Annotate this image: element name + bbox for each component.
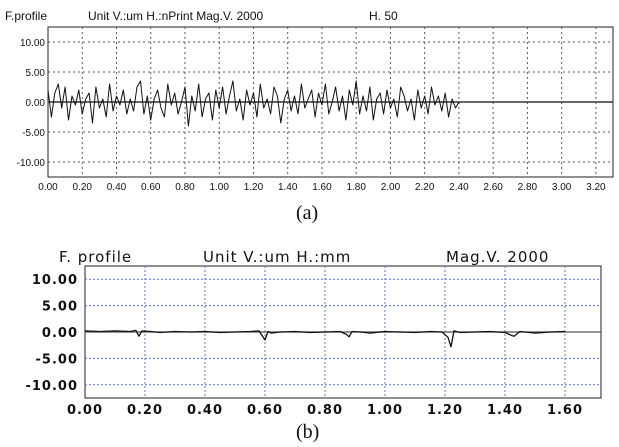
x-tick-label: 0.00: [38, 182, 58, 193]
x-tick-label: 1.60: [312, 182, 332, 193]
x-tick-label: 0.60: [247, 403, 283, 418]
x-tick-label: 1.00: [209, 182, 229, 193]
x-tick-label: 0.40: [107, 182, 127, 193]
y-tick-label: 10.00: [32, 273, 78, 288]
x-tick-label: 2.00: [381, 182, 401, 193]
x-tick-label: 1.20: [244, 182, 264, 193]
y-tick-label: 5.00: [26, 68, 46, 79]
panel-a-plot: 0.00 0.20 0.40 0.60 0.80 1.00 1.20 1.40 1.60 1.80…: [17, 26, 614, 193]
x-tick-label: 1.40: [278, 182, 298, 193]
panel-a-header-title: F.profile: [5, 9, 47, 23]
x-tick-label: 2.80: [518, 182, 538, 193]
panel-a-header-h: H. 50: [369, 9, 398, 23]
profile-line: [84, 329, 566, 348]
x-tick-label: 0.20: [127, 403, 163, 418]
panel-b-header-units: Unit V.:um H.:mm: [203, 248, 351, 266]
x-tick-label: 0.00: [67, 403, 103, 418]
y-tick-label: -10.00: [25, 379, 78, 394]
x-tick-label: 1.60: [547, 403, 583, 418]
y-tick-label: 5.00: [42, 300, 78, 315]
profile-line: [47, 80, 460, 127]
x-tick-label: 1.80: [346, 182, 366, 193]
y-tick-label: 10.00: [20, 38, 45, 49]
y-tick-label: 0.00: [42, 326, 78, 341]
x-tick-label: 1.00: [367, 403, 403, 418]
x-tick-label: 2.60: [483, 182, 503, 193]
panel-b-header-mag: Mag.V. 2000: [446, 248, 549, 266]
x-tick-label: 0.60: [141, 182, 161, 193]
y-tick-label: -5.00: [22, 128, 45, 139]
panel-a-header-units: Unit V.:um H.:nPrint Mag.V. 2000: [88, 9, 264, 23]
x-tick-label: 0.80: [175, 182, 195, 193]
x-tick-label: 2.20: [415, 182, 435, 193]
panel-b-plot: 0.00 0.20 0.40 0.60 0.80 1.00 1.20 1.40 1.60 10.0…: [25, 265, 602, 418]
panel-a-caption: (a): [296, 202, 318, 224]
x-tick-label: 3.00: [552, 182, 572, 193]
x-tick-label: 0.20: [73, 182, 93, 193]
x-tick-label: 1.40: [487, 403, 523, 418]
x-tick-label: 2.40: [449, 182, 469, 193]
panel-b-header-title: F. profile: [59, 248, 132, 266]
x-tick-label: 0.80: [307, 403, 343, 418]
x-tick-label: 0.40: [187, 403, 223, 418]
y-tick-label: -5.00: [36, 352, 78, 367]
x-tick-label: 1.20: [427, 403, 463, 418]
y-tick-label: -10.00: [17, 158, 46, 169]
y-tick-label: 0.00: [26, 98, 46, 109]
x-tick-label: 3.20: [586, 182, 606, 193]
panel-b-caption: (b): [296, 421, 319, 443]
